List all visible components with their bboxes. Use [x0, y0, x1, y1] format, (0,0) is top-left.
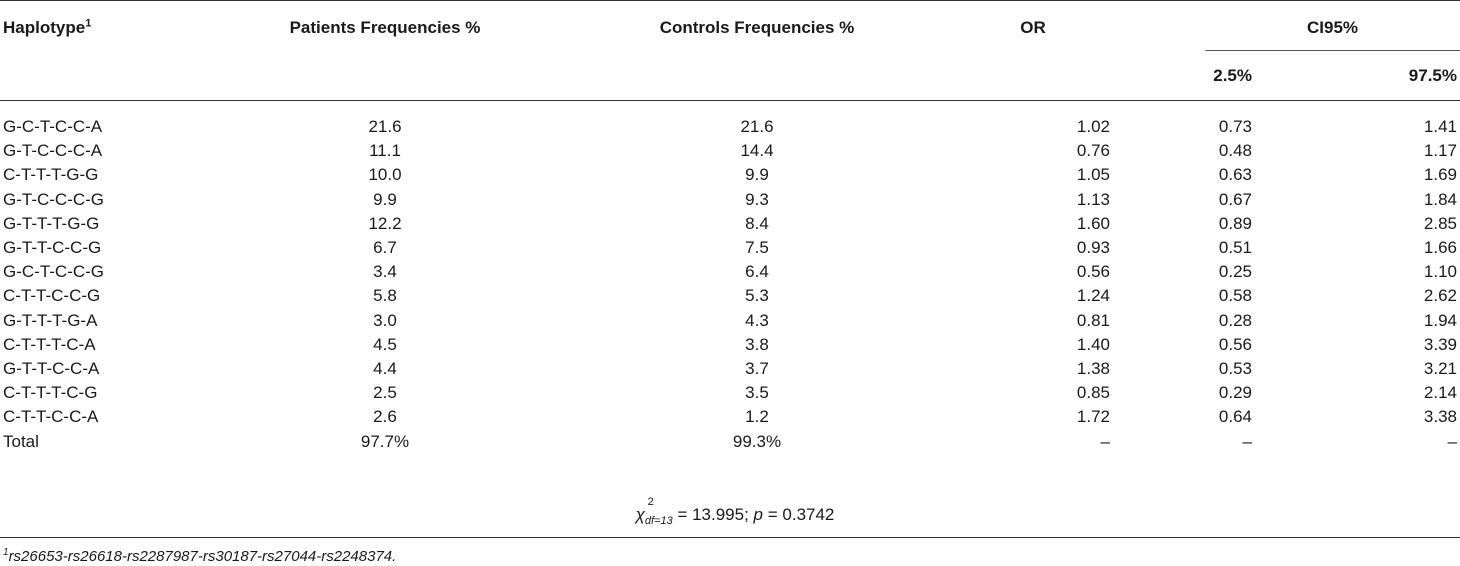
cell-or: 0.81	[1076, 311, 1110, 330]
cell-ci-low: 0.89	[1218, 214, 1252, 233]
cell-ci-high: 3.39	[1423, 335, 1457, 354]
cell-ci-low: 0.56	[1218, 335, 1252, 354]
cell-controls: 21.6	[740, 117, 774, 136]
cell-haplotype: G-T-C-C-C-G	[3, 190, 105, 209]
cell-or: –	[1100, 432, 1110, 451]
cell-controls: 9.3	[745, 190, 769, 209]
cell-ci-low: 0.64	[1218, 407, 1252, 426]
cell-controls: 3.8	[745, 335, 769, 354]
cell-ci-low: 0.25	[1218, 262, 1252, 281]
cell-patients: 3.0	[373, 311, 397, 330]
cell-haplotype: G-T-T-T-G-G	[3, 214, 100, 233]
cell-ci-low: 0.73	[1218, 117, 1252, 136]
cell-ci-low: 0.58	[1218, 286, 1252, 305]
bottom-rule	[0, 537, 1460, 538]
cell-or: 1.05	[1076, 165, 1110, 184]
cell-ci-high: 2.62	[1423, 286, 1457, 305]
cell-patients: 21.6	[368, 117, 402, 136]
cell-patients: 11.1	[369, 141, 401, 160]
cell-or: 0.56	[1076, 262, 1110, 281]
cell-or: 1.24	[1076, 286, 1110, 305]
cell-patients: 12.2	[368, 214, 402, 233]
cell-or: 0.93	[1076, 238, 1110, 257]
cell-patients: 97.7%	[360, 432, 410, 451]
cell-patients: 4.4	[373, 359, 397, 378]
cell-ci-low: 0.51	[1218, 238, 1252, 257]
cell-ci-low: 0.48	[1218, 141, 1252, 160]
cell-ci-high: 3.21	[1423, 359, 1457, 378]
cell-ci-high: 2.14	[1423, 383, 1457, 402]
cell-ci-high: 1.17	[1423, 141, 1457, 160]
cell-patients: 6.7	[373, 238, 397, 257]
cell-haplotype: G-C-T-C-C-A	[3, 117, 103, 136]
cell-or: 1.13	[1076, 190, 1110, 209]
ci-subrule	[1205, 50, 1460, 51]
cell-patients: 10.0	[368, 165, 402, 184]
cell-controls: 3.5	[745, 383, 769, 402]
cell-patients: 3.4	[373, 262, 397, 281]
cell-patients: 4.5	[373, 335, 397, 354]
chi-square-statistic: χ 2 df=13 = 13.995; p = 0.3742	[635, 496, 835, 527]
cell-controls: 9.9	[745, 165, 769, 184]
cell-ci-low: 0.53	[1218, 359, 1252, 378]
header-rule	[0, 100, 1460, 101]
cell-haplotype: C-T-T-T-G-G	[3, 165, 99, 184]
header-ci-high: 97.5%	[1408, 66, 1457, 85]
cell-or: 0.76	[1076, 141, 1110, 160]
cell-haplotype: G-T-T-C-C-A	[3, 359, 100, 378]
cell-ci-high: 1.69	[1423, 165, 1457, 184]
header-haplotype: Haplotype1	[3, 17, 92, 37]
cell-ci-low: 0.67	[1218, 190, 1252, 209]
cell-patients: 2.5	[373, 383, 397, 402]
cell-or: 1.72	[1076, 407, 1110, 426]
cell-ci-low: 0.29	[1218, 383, 1252, 402]
cell-ci-high: 1.10	[1423, 262, 1457, 281]
cell-controls: 8.4	[745, 214, 769, 233]
cell-controls: 7.5	[745, 238, 769, 257]
cell-haplotype: C-T-T-T-C-G	[3, 383, 98, 402]
cell-or: 1.38	[1076, 359, 1110, 378]
cell-ci-low: 0.28	[1218, 311, 1252, 330]
cell-or: 1.60	[1076, 214, 1110, 233]
header-controls: Controls Frequencies %	[659, 18, 855, 37]
cell-controls: 4.3	[745, 311, 769, 330]
cell-controls: 99.3%	[732, 432, 782, 451]
cell-ci-high: –	[1447, 432, 1457, 451]
cell-haplotype: G-T-C-C-C-A	[3, 141, 103, 160]
cell-controls: 14.4	[740, 141, 774, 160]
cell-controls: 6.4	[745, 262, 769, 281]
cell-patients: 2.6	[373, 407, 397, 426]
cell-ci-high: 1.41	[1423, 117, 1457, 136]
footnote: 1rs26653-rs26618-rs2287987-rs30187-rs270…	[3, 547, 397, 566]
header-or: OR	[1020, 18, 1046, 37]
cell-or: 0.85	[1076, 383, 1110, 402]
cell-patients: 9.9	[373, 190, 397, 209]
cell-or: 1.02	[1076, 117, 1110, 136]
header-ci95: CI95%	[1306, 18, 1359, 37]
cell-haplotype: C-T-T-C-C-A	[3, 407, 99, 426]
cell-haplotype: G-T-T-T-G-A	[3, 311, 98, 330]
cell-ci-high: 1.94	[1423, 311, 1457, 330]
cell-controls: 1.2	[745, 407, 769, 426]
top-rule	[0, 0, 1460, 1]
cell-haplotype: Total	[3, 432, 39, 451]
cell-ci-high: 3.38	[1423, 407, 1457, 426]
cell-or: 1.40	[1076, 335, 1110, 354]
header-patients: Patients Frequencies %	[289, 18, 481, 37]
cell-patients: 5.8	[373, 286, 397, 305]
cell-controls: 5.3	[745, 286, 769, 305]
cell-ci-high: 1.84	[1423, 190, 1457, 209]
cell-ci-high: 1.66	[1423, 238, 1457, 257]
cell-ci-low: 0.63	[1218, 165, 1252, 184]
header-ci-low: 2.5%	[1213, 66, 1252, 85]
cell-ci-high: 2.85	[1423, 214, 1457, 233]
cell-haplotype: C-T-T-T-C-A	[3, 335, 96, 354]
cell-ci-low: –	[1242, 432, 1252, 451]
cell-haplotype: G-C-T-C-C-G	[3, 262, 105, 281]
cell-controls: 3.7	[745, 359, 769, 378]
cell-haplotype: G-T-T-C-C-G	[3, 238, 102, 257]
cell-haplotype: C-T-T-C-C-G	[3, 286, 101, 305]
